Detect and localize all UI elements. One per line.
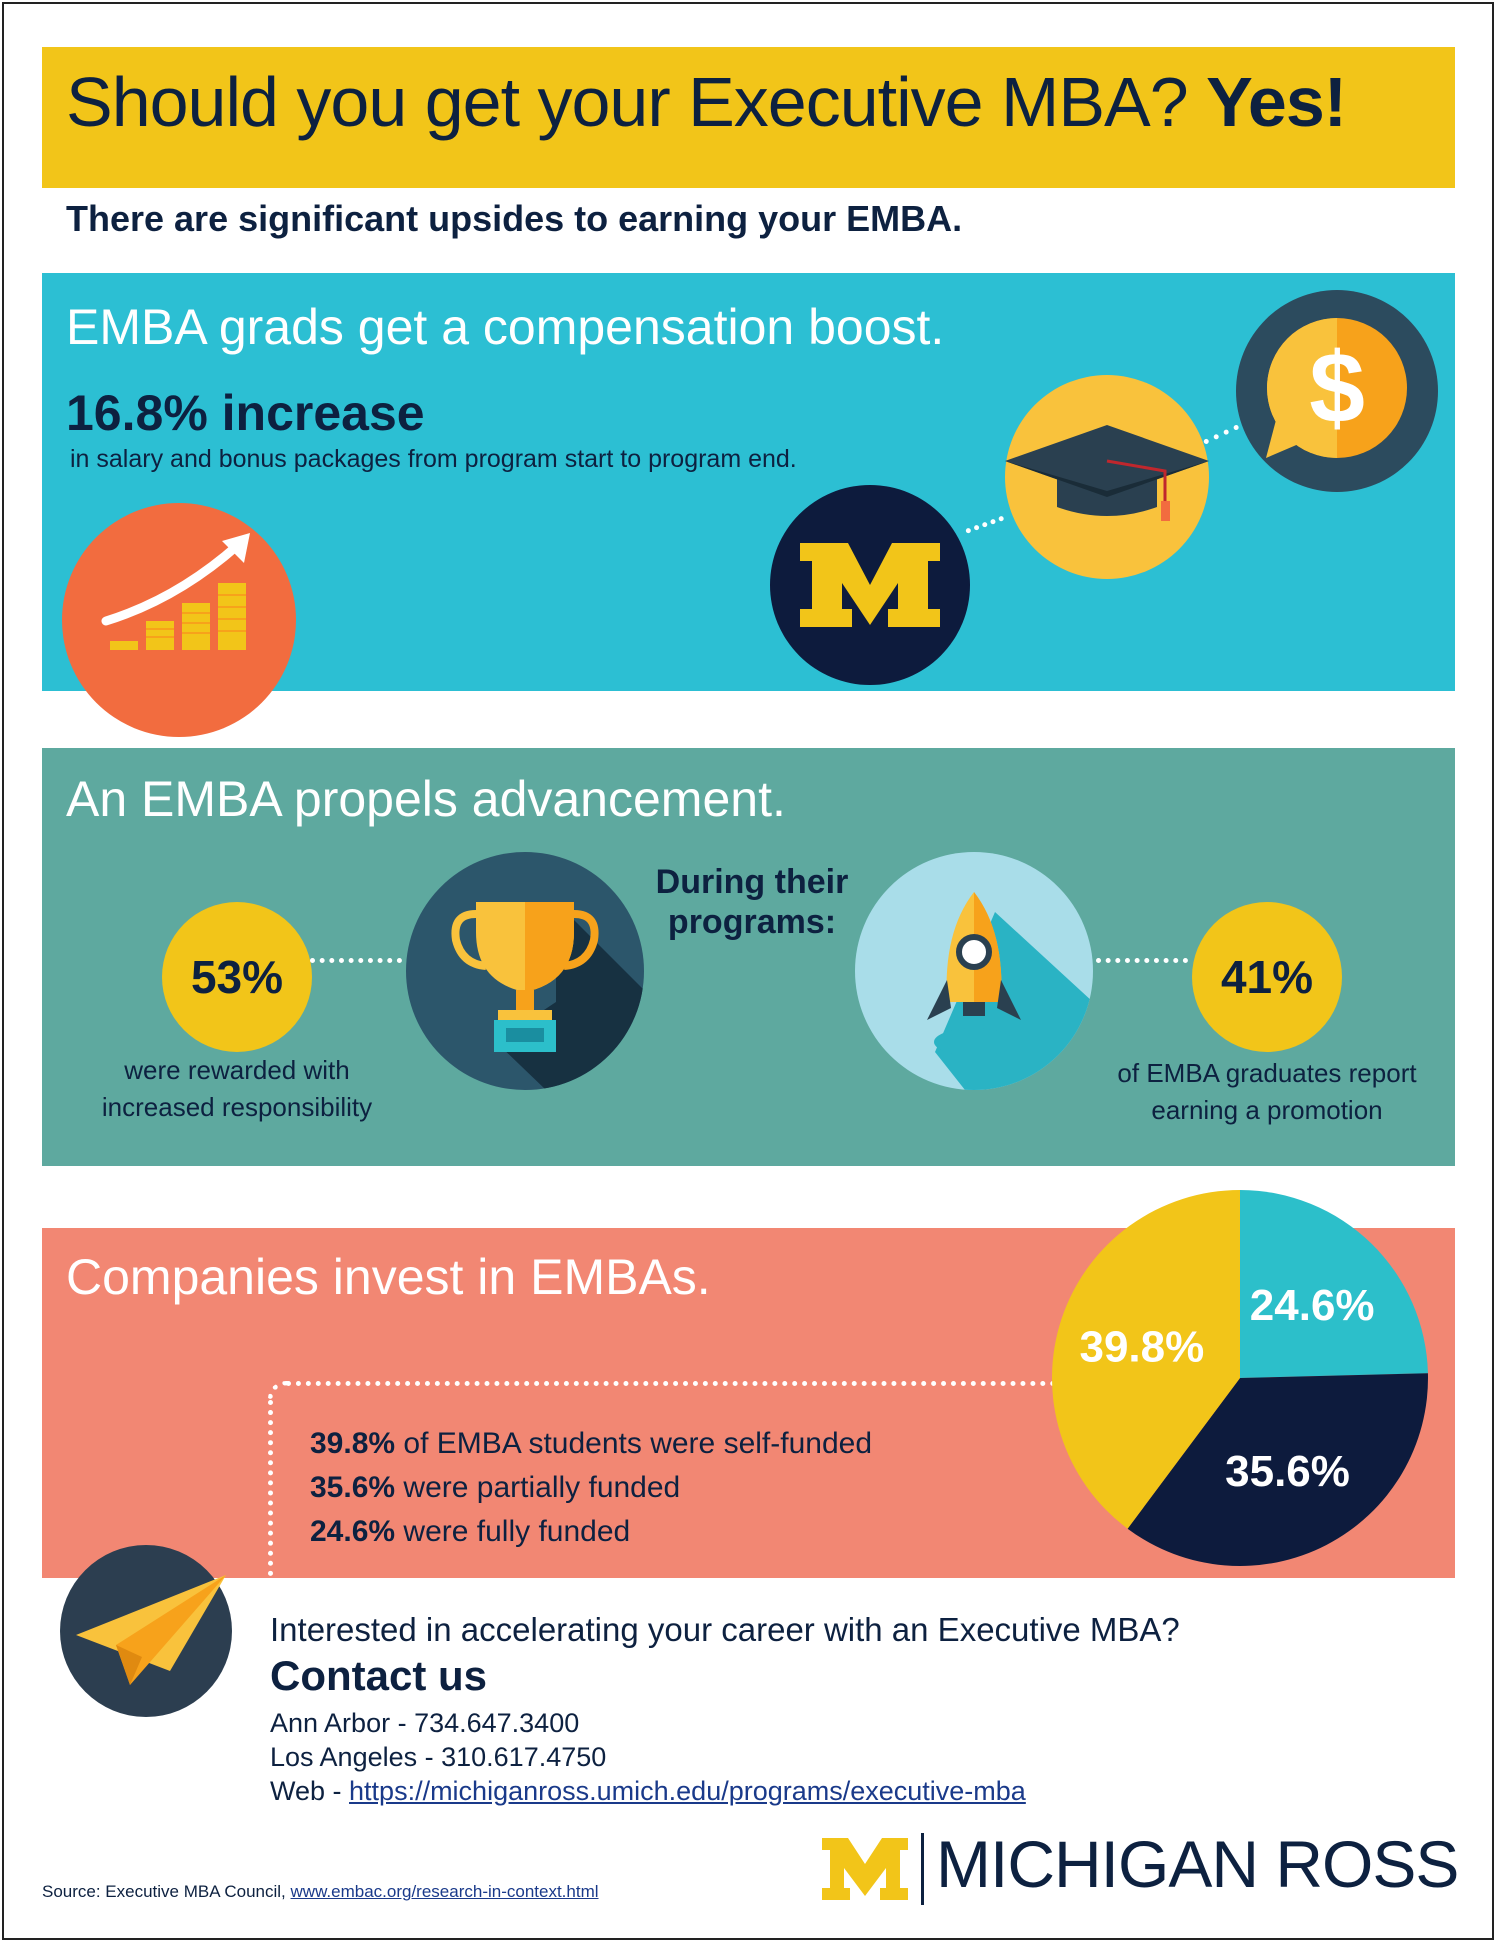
funding-list: 39.8% of EMBA students were self-funded … <box>310 1422 872 1554</box>
promotion-label: of EMBA graduates report earning a promo… <box>1102 1055 1432 1129</box>
pie-slice <box>1052 1190 1240 1529</box>
paper-plane-icon <box>60 1545 232 1717</box>
contact-web-label: Web - <box>270 1776 350 1806</box>
connector-dots <box>1096 958 1188 963</box>
svg-text:$: $ <box>1309 332 1365 444</box>
during-programs-label: During their programs: <box>655 863 849 941</box>
pie-slice-label: 24.6% <box>1250 1281 1375 1330</box>
graduation-cap-icon <box>1005 375 1209 579</box>
trophy-icon <box>406 852 644 1090</box>
title-band <box>42 47 1455 188</box>
connector-dots <box>268 1400 273 1576</box>
contact-ann-arbor: Ann Arbor - 734.647.3400 <box>270 1708 580 1738</box>
funding-heading: Companies invest in EMBAs. <box>66 1249 711 1305</box>
connector-dots <box>310 958 402 963</box>
connector-corner <box>268 1381 288 1401</box>
compensation-heading: EMBA grads get a compensation boost. <box>66 299 945 355</box>
growth-chart-icon <box>62 503 296 737</box>
responsibility-label-line: were rewarded with <box>124 1055 350 1085</box>
contact-web-link[interactable]: https://michiganross.umich.edu/programs/… <box>349 1776 1026 1806</box>
source-note: Source: Executive MBA Council, www.embac… <box>42 1882 599 1902</box>
contact-web: Web - https://michiganross.umich.edu/pro… <box>270 1776 1026 1807</box>
contact-question: Interested in accelerating your career w… <box>270 1611 1180 1648</box>
compensation-stat-detail: in salary and bonus packages from progra… <box>70 445 797 473</box>
responsibility-label: were rewarded with increased responsibil… <box>72 1052 402 1126</box>
pie-slice <box>1127 1373 1428 1566</box>
promotion-label-line: of EMBA graduates report <box>1117 1058 1417 1088</box>
compensation-stat: 16.8% increase <box>66 385 425 441</box>
brand-divider <box>921 1833 924 1905</box>
dollar-speech-bubble-icon: $ <box>1236 290 1438 492</box>
promotion-stat: 41% <box>1192 902 1342 1052</box>
source-label: Source: Executive MBA Council, <box>42 1882 291 1901</box>
funding-line-self: 39.8% of EMBA students were self-funded <box>310 1427 873 1460</box>
contact-los-angeles: Los Angeles - 310.617.4750 <box>270 1742 607 1772</box>
responsibility-stat: 53% <box>162 902 312 1052</box>
page-title: Should you get your Executive MBA? Yes! <box>66 63 1347 141</box>
michigan-m-logo <box>770 485 970 685</box>
funding-pie-chart: 24.6% 35.6% 39.8% <box>1052 1190 1428 1566</box>
responsibility-label-line: increased responsibility <box>101 1092 373 1122</box>
advancement-heading: An EMBA propels advancement. <box>66 771 786 827</box>
contact-heading: Contact us <box>270 1652 488 1699</box>
pie-slice-label: 39.8% <box>1079 1322 1204 1371</box>
pie-slice <box>1240 1190 1428 1378</box>
funding-line-full: 24.6% were fully funded <box>310 1515 631 1548</box>
michigan-m-footer-logo <box>822 1838 908 1900</box>
pie-slice-label: 35.6% <box>1225 1447 1350 1496</box>
source-link[interactable]: www.embac.org/research-in-context.html <box>290 1882 599 1901</box>
rocket-icon <box>855 852 1093 1090</box>
page-subtitle: There are significant upsides to earning… <box>66 198 963 239</box>
promotion-label-line: earning a promotion <box>1151 1095 1383 1125</box>
connector-dots <box>286 1381 1056 1386</box>
funding-line-partial: 35.6% were partially funded <box>310 1471 681 1504</box>
brand-wordmark: MICHIGAN ROSS <box>936 1827 1459 1901</box>
